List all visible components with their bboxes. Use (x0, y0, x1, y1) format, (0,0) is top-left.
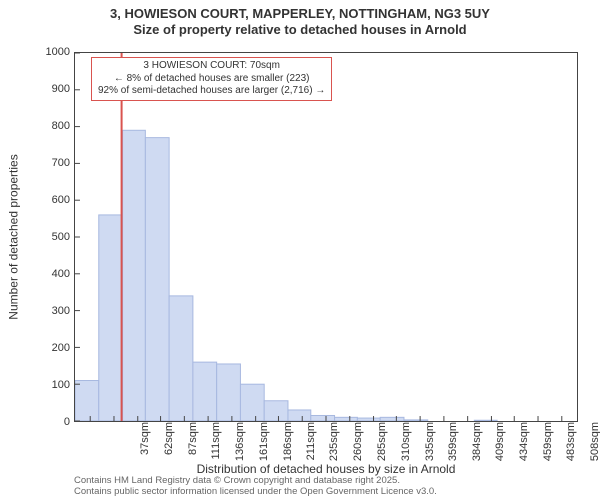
histogram-bar (75, 381, 99, 421)
x-tick-label: 508sqm (589, 422, 600, 468)
histogram-bar (311, 415, 335, 421)
y-tick-label: 700 (10, 157, 70, 169)
attribution-footer: Contains HM Land Registry data © Crown c… (74, 476, 437, 498)
y-tick-label: 500 (10, 231, 70, 243)
histogram-bar (288, 410, 311, 421)
y-tick-labels: 01002003004005006007008009001000 (0, 52, 70, 422)
title-line1: 3, HOWIESON COURT, MAPPERLEY, NOTTINGHAM… (0, 6, 600, 22)
y-tick-label: 600 (10, 194, 70, 206)
y-tick-label: 100 (10, 379, 70, 391)
histogram-bar (193, 362, 217, 421)
histogram-bar (264, 401, 288, 421)
histogram-bar (169, 296, 193, 421)
histogram-bar (404, 420, 428, 421)
histogram-bar (380, 417, 404, 421)
title-line2: Size of property relative to detached ho… (0, 22, 600, 38)
histogram-bar (240, 384, 264, 421)
chart-title: 3, HOWIESON COURT, MAPPERLEY, NOTTINGHAM… (0, 6, 600, 39)
y-tick-label: 300 (10, 305, 70, 317)
y-tick-label: 800 (10, 120, 70, 132)
histogram-bar (357, 418, 380, 421)
y-tick-label: 1000 (10, 46, 70, 58)
footer-line2: Contains public sector information licen… (74, 487, 437, 498)
histogram-bar (123, 130, 146, 421)
x-axis-label: Distribution of detached houses by size … (74, 462, 578, 476)
histogram-bar (335, 417, 358, 421)
y-tick-label: 400 (10, 268, 70, 280)
histogram-bar (99, 215, 123, 421)
annotation-line3: 92% of semi-detached houses are larger (… (98, 85, 325, 98)
histogram-bar (145, 138, 169, 421)
plot-area: 3 HOWIESON COURT: 70sqm ← 8% of detached… (74, 52, 578, 422)
histogram-bar (217, 364, 241, 421)
y-tick-label: 900 (10, 83, 70, 95)
y-tick-label: 0 (10, 416, 70, 428)
annotation-line2: ← 8% of detached houses are smaller (223… (98, 73, 325, 86)
plot-svg (75, 53, 577, 421)
chart-root: 3, HOWIESON COURT, MAPPERLEY, NOTTINGHAM… (0, 0, 600, 500)
annotation-box: 3 HOWIESON COURT: 70sqm ← 8% of detached… (91, 57, 332, 101)
y-tick-label: 200 (10, 342, 70, 354)
histogram-bar (474, 420, 497, 421)
annotation-line1: 3 HOWIESON COURT: 70sqm (98, 60, 325, 73)
